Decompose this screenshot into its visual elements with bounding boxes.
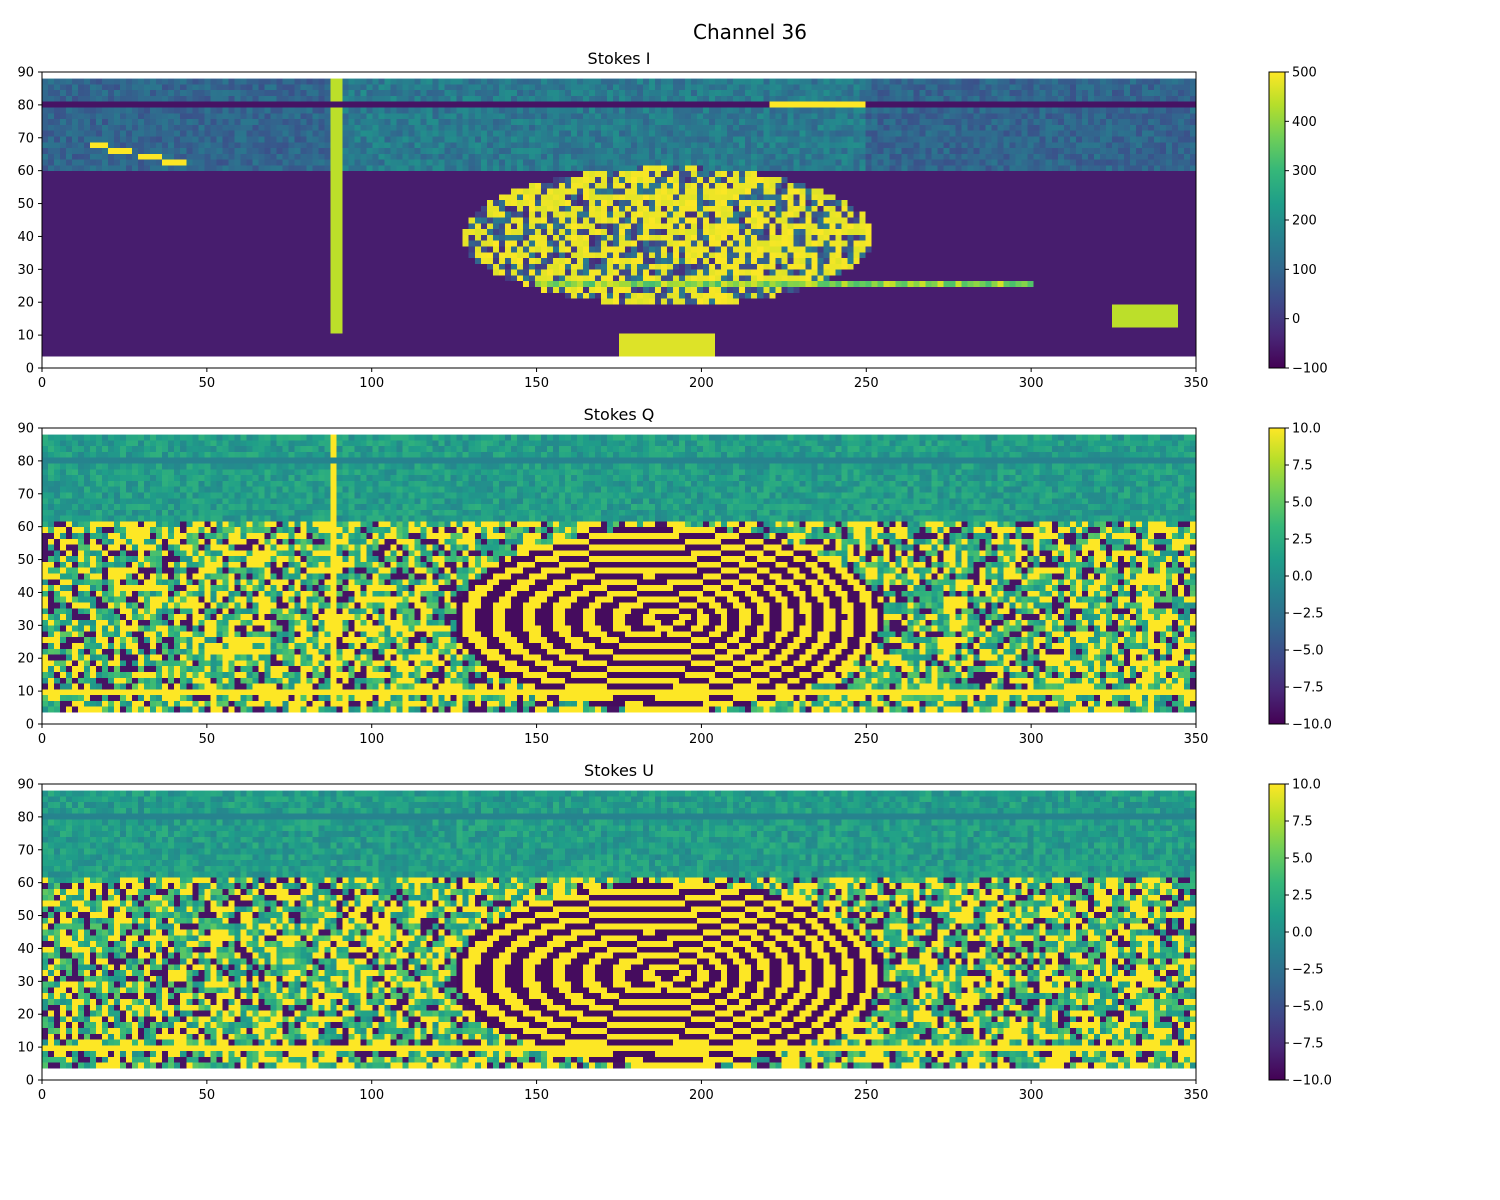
x-tick-label: 100: [359, 376, 384, 391]
axes-frame: [41, 71, 1197, 369]
y-tick-label: 20: [17, 1008, 34, 1023]
x-tick-label: 250: [854, 1088, 879, 1103]
colorbar-tick-label: 5.0: [1292, 852, 1313, 867]
colorbar-tick-label: 5.0: [1292, 496, 1313, 511]
figure-suptitle: Channel 36: [693, 20, 807, 44]
y-tick-label: 60: [17, 164, 34, 179]
colorbar-tick-label: −2.5: [1292, 607, 1324, 622]
y-tick-label: 70: [17, 131, 34, 146]
y-tick-label: 40: [17, 942, 34, 957]
colorbar-tick-label: 100: [1292, 263, 1317, 278]
colorbar: [1268, 427, 1286, 725]
panel-3: Stokes U 0 50 100 150 200 250 300 350 0 10 20 30 40 50…: [17, 761, 1331, 1103]
colorbar-tick-label: 2.5: [1292, 889, 1313, 904]
y-tick-label: 50: [17, 197, 34, 212]
y-tick-label: 50: [17, 909, 34, 924]
y-tick-label: 0: [26, 362, 34, 377]
colorbar-tick-label: 7.5: [1292, 815, 1313, 830]
y-tick-label: 80: [17, 98, 34, 113]
colorbar: [1268, 783, 1286, 1081]
colorbar-tick-label: 0.0: [1292, 926, 1313, 941]
x-tick-label: 350: [1184, 376, 1209, 391]
y-tick-label: 10: [17, 1041, 34, 1056]
panel-2: Stokes Q 0 50 100 150 200 250 300 350 0 10 20 30 40 50…: [17, 405, 1331, 747]
colorbar-tick-label: −2.5: [1292, 963, 1324, 978]
panel-title: Stokes Q: [584, 405, 655, 424]
x-tick-label: 100: [359, 732, 384, 747]
y-tick-label: 60: [17, 520, 34, 535]
x-tick-label: 250: [854, 376, 879, 391]
colorbar-tick-label: −5.0: [1292, 1000, 1324, 1015]
panel-title: Stokes U: [584, 761, 654, 780]
heatmap-image: [42, 434, 1196, 713]
colorbar-tick-label: −10.0: [1292, 1074, 1332, 1089]
y-tick-label: 40: [17, 586, 34, 601]
y-tick-label: 80: [17, 454, 34, 469]
y-tick-label: 10: [17, 685, 34, 700]
y-tick-label: 20: [17, 296, 34, 311]
y-tick-label: 0: [26, 718, 34, 733]
y-tick-label: 90: [17, 422, 34, 437]
colorbar-tick-label: 0: [1292, 312, 1300, 327]
y-tick-label: 30: [17, 975, 34, 990]
x-tick-label: 50: [199, 732, 216, 747]
y-tick-label: 70: [17, 843, 34, 858]
y-tick-label: 30: [17, 619, 34, 634]
x-tick-label: 0: [38, 376, 46, 391]
colorbar-tick-label: 0.0: [1292, 570, 1313, 585]
x-tick-label: 0: [38, 732, 46, 747]
y-tick-label: 60: [17, 876, 34, 891]
x-tick-label: 200: [689, 1088, 714, 1103]
y-tick-label: 50: [17, 553, 34, 568]
y-tick-label: 20: [17, 652, 34, 667]
x-tick-label: 200: [689, 732, 714, 747]
colorbar-tick-label: −7.5: [1292, 681, 1324, 696]
x-tick-label: 300: [1019, 1088, 1044, 1103]
y-tick-label: 30: [17, 263, 34, 278]
y-tick-label: 10: [17, 329, 34, 344]
x-tick-label: 350: [1184, 732, 1209, 747]
colorbar-tick-label: 500: [1292, 66, 1317, 81]
y-tick-label: 40: [17, 230, 34, 245]
x-tick-label: 0: [38, 1088, 46, 1103]
x-tick-label: 350: [1184, 1088, 1209, 1103]
y-tick-label: 90: [17, 66, 34, 81]
colorbar-tick-label: −5.0: [1292, 644, 1324, 659]
heatmap-image: [42, 790, 1196, 1069]
colorbar-tick-label: −7.5: [1292, 1037, 1324, 1052]
colorbar-tick-label: −10.0: [1292, 718, 1332, 733]
y-tick-label: 70: [17, 487, 34, 502]
x-tick-label: 50: [199, 1088, 216, 1103]
colorbar-tick-label: 400: [1292, 115, 1317, 130]
panel-title: Stokes I: [588, 49, 651, 68]
colorbar-tick-label: 7.5: [1292, 459, 1313, 474]
y-tick-label: 80: [17, 810, 34, 825]
x-tick-label: 100: [359, 1088, 384, 1103]
colorbar-tick-label: 300: [1292, 164, 1317, 179]
panel-1: Stokes I 0 50 100 150 200 250 300 350 0 10 20 30 40 50…: [17, 49, 1327, 391]
x-tick-label: 50: [199, 376, 216, 391]
heatmap-image: [42, 78, 1196, 357]
x-tick-label: 200: [689, 376, 714, 391]
colorbar-tick-label: 10.0: [1292, 778, 1321, 793]
y-tick-label: 0: [26, 1074, 34, 1089]
colorbar-tick-label: 200: [1292, 214, 1317, 229]
x-tick-label: 150: [524, 376, 549, 391]
x-tick-label: 300: [1019, 732, 1044, 747]
colorbar: [1268, 71, 1286, 369]
x-tick-label: 150: [524, 732, 549, 747]
panels: Stokes I0 50 100 150 200 250 300 35001020304050…: [17, 49, 1331, 1103]
x-tick-label: 300: [1019, 376, 1044, 391]
x-tick-label: 150: [524, 1088, 549, 1103]
y-tick-label: 90: [17, 778, 34, 793]
colorbar-tick-label: −100: [1292, 362, 1328, 377]
colorbar-tick-label: 10.0: [1292, 422, 1321, 437]
axes-frame: [41, 783, 1197, 1081]
axes-frame: [41, 427, 1197, 725]
x-tick-label: 250: [854, 732, 879, 747]
colorbar-tick-label: 2.5: [1292, 533, 1313, 548]
